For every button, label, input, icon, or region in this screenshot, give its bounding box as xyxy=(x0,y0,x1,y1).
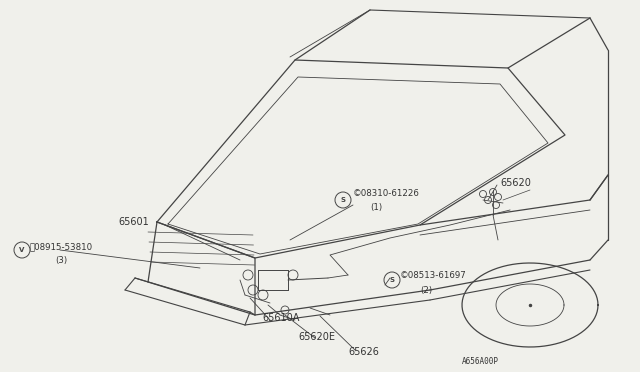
Text: Ⓥ08915-53810: Ⓥ08915-53810 xyxy=(30,243,93,251)
Text: ©08310-61226: ©08310-61226 xyxy=(353,189,420,198)
Text: A656A00P: A656A00P xyxy=(462,357,499,366)
Text: S: S xyxy=(390,277,394,283)
Text: ©08513-61697: ©08513-61697 xyxy=(400,272,467,280)
Text: S: S xyxy=(340,197,346,203)
Text: V: V xyxy=(19,247,25,253)
Text: (1): (1) xyxy=(370,202,382,212)
Text: 65620E: 65620E xyxy=(298,332,335,342)
Text: 65610A: 65610A xyxy=(262,313,300,323)
Text: 65626: 65626 xyxy=(348,347,379,357)
Text: (2): (2) xyxy=(420,285,432,295)
Text: (3): (3) xyxy=(55,256,67,264)
Text: 65620: 65620 xyxy=(500,178,531,188)
Text: 65601: 65601 xyxy=(118,217,148,227)
